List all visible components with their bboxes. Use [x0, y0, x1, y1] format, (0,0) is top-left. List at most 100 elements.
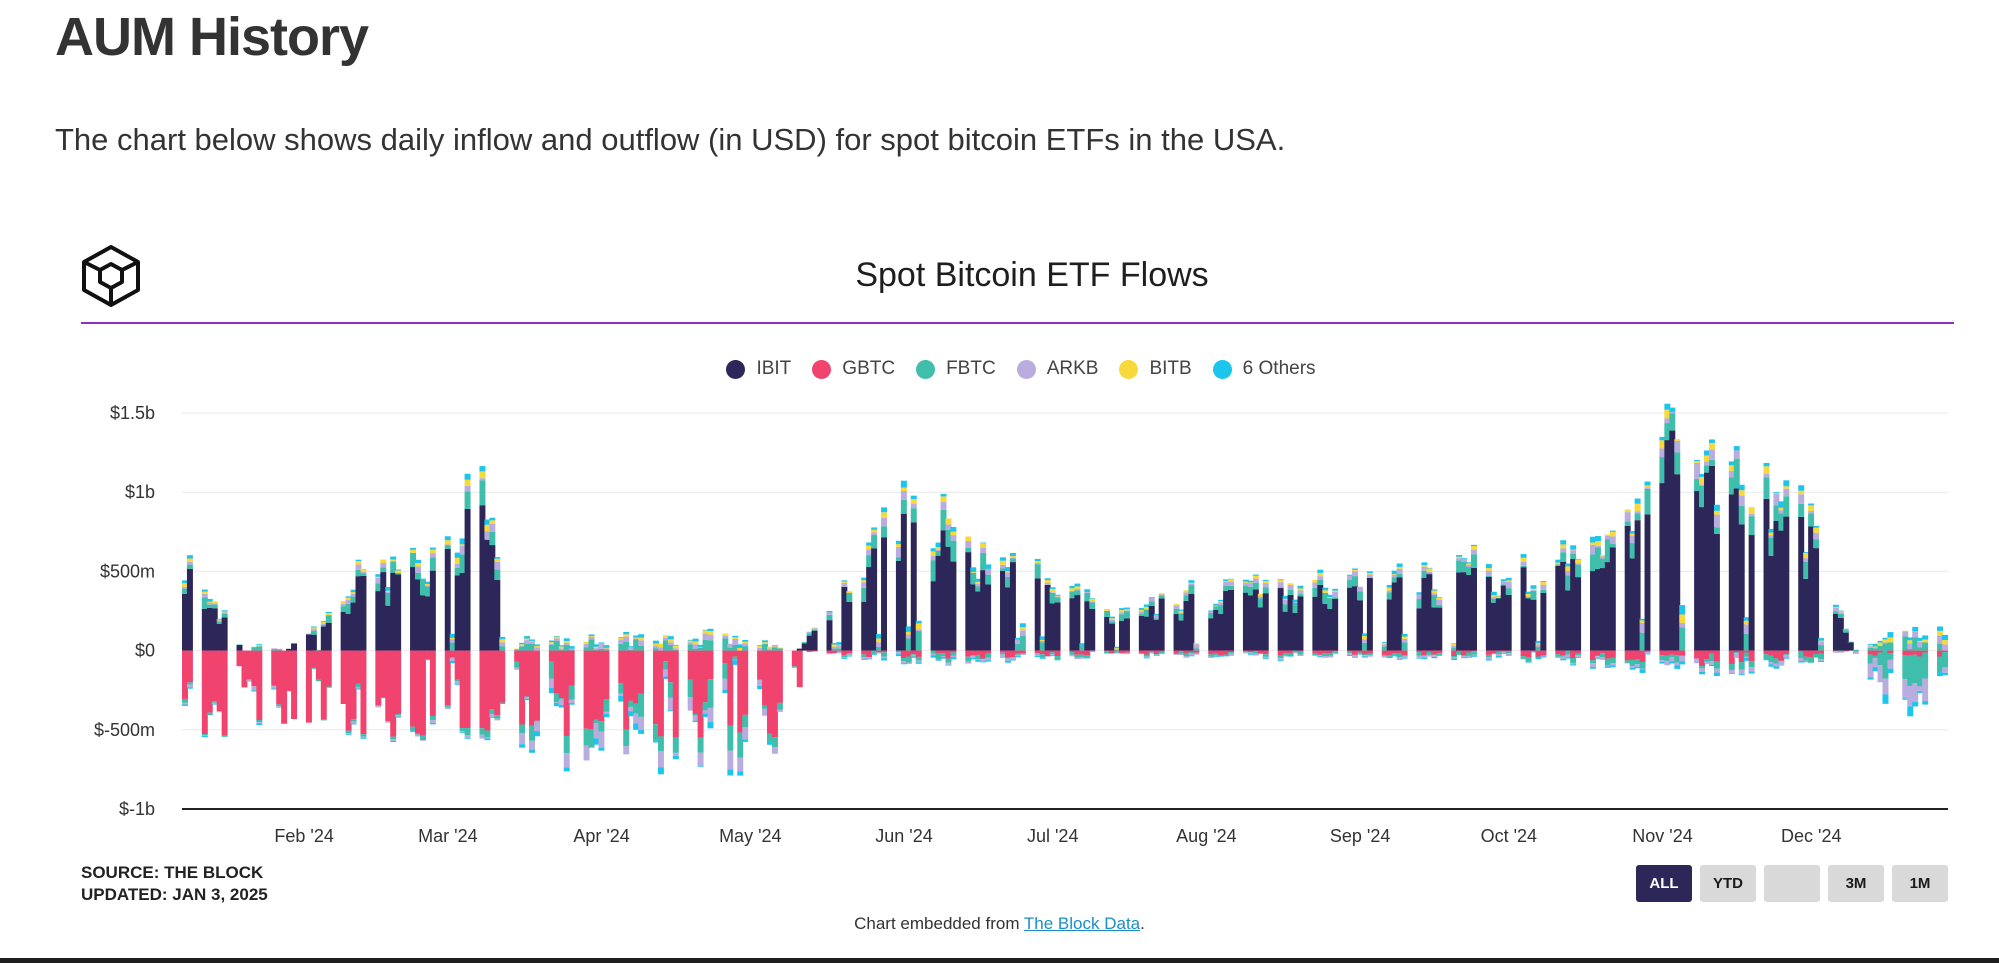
- bar-segment[interactable]: [563, 642, 570, 645]
- bar-segment[interactable]: [553, 638, 560, 641]
- bar-segment[interactable]: [320, 650, 327, 720]
- bar-segment[interactable]: [737, 757, 744, 772]
- bar-segment[interactable]: [1158, 653, 1165, 655]
- bar-segment[interactable]: [1084, 591, 1091, 593]
- bar-segment[interactable]: [350, 602, 357, 651]
- bar-segment[interactable]: [767, 650, 773, 651]
- legend-item[interactable]: BITB: [1119, 358, 1192, 380]
- bar-segment[interactable]: [1366, 653, 1373, 656]
- bar-segment[interactable]: [534, 646, 540, 648]
- bar-segment[interactable]: [345, 650, 352, 731]
- bar-segment[interactable]: [236, 644, 243, 646]
- bar-segment[interactable]: [697, 737, 704, 753]
- bar-segment[interactable]: [201, 593, 208, 598]
- bar-segment[interactable]: [1738, 490, 1745, 496]
- bar-segment[interactable]: [519, 642, 526, 645]
- bar-segment[interactable]: [1391, 577, 1398, 583]
- bar-segment[interactable]: [1570, 559, 1577, 651]
- bar-segment[interactable]: [1109, 652, 1116, 654]
- bar-segment[interactable]: [593, 738, 600, 745]
- bar-segment[interactable]: [558, 650, 565, 699]
- bar-segment[interactable]: [1540, 656, 1547, 658]
- bar-segment[interactable]: [895, 544, 902, 547]
- bar-segment[interactable]: [1247, 652, 1254, 653]
- bar-segment[interactable]: [970, 571, 977, 573]
- bar-segment[interactable]: [1505, 653, 1512, 656]
- bar-segment[interactable]: [1907, 685, 1914, 707]
- bar-segment[interactable]: [1228, 579, 1235, 582]
- bar-segment[interactable]: [881, 656, 888, 659]
- bar-segment[interactable]: [871, 529, 878, 533]
- bar-segment[interactable]: [742, 639, 749, 642]
- bar-segment[interactable]: [1609, 531, 1616, 537]
- bar-segment[interactable]: [1490, 602, 1497, 651]
- bar-segment[interactable]: [1590, 554, 1596, 572]
- bar-segment[interactable]: [211, 604, 218, 609]
- bar-segment[interactable]: [479, 466, 486, 472]
- bar-segment[interactable]: [1401, 633, 1408, 637]
- bar-segment[interactable]: [1119, 650, 1125, 654]
- bar-segment[interactable]: [985, 584, 992, 651]
- bar-segment[interactable]: [762, 640, 769, 643]
- bar-segment[interactable]: [940, 656, 947, 659]
- bar-segment[interactable]: [662, 669, 669, 677]
- bar-segment[interactable]: [1639, 620, 1646, 623]
- bar-segment[interactable]: [1109, 619, 1116, 622]
- bar-segment[interactable]: [1396, 657, 1403, 660]
- the-block-logo-icon[interactable]: [80, 244, 142, 308]
- bar-segment[interactable]: [801, 643, 808, 651]
- bar-segment[interactable]: [1109, 650, 1116, 653]
- bar-segment[interactable]: [1262, 593, 1269, 651]
- bar-segment[interactable]: [1937, 650, 1944, 657]
- bar-segment[interactable]: [831, 644, 838, 647]
- bar-segment[interactable]: [1386, 656, 1393, 659]
- bar-segment[interactable]: [568, 650, 575, 651]
- bar-segment[interactable]: [1317, 656, 1324, 658]
- bar-segment[interactable]: [836, 645, 843, 649]
- bar-segment[interactable]: [846, 655, 853, 657]
- bar-segment[interactable]: [1466, 574, 1473, 651]
- bar-segment[interactable]: [216, 620, 223, 622]
- bar-segment[interactable]: [1922, 635, 1929, 640]
- bar-segment[interactable]: [1451, 657, 1458, 659]
- bar-segment[interactable]: [1183, 590, 1190, 593]
- bar-segment[interactable]: [1535, 650, 1542, 657]
- bar-segment[interactable]: [1699, 668, 1706, 672]
- bar-segment[interactable]: [1322, 603, 1329, 651]
- bar-segment[interactable]: [935, 549, 942, 552]
- bar-segment[interactable]: [1416, 652, 1423, 656]
- bar-segment[interactable]: [1039, 639, 1046, 641]
- bar-segment[interactable]: [1867, 646, 1874, 648]
- bar-segment[interactable]: [1461, 572, 1468, 651]
- bar-segment[interactable]: [454, 679, 461, 682]
- bar-segment[interactable]: [350, 721, 357, 724]
- bar-segment[interactable]: [1530, 651, 1537, 653]
- bar-segment[interactable]: [1813, 548, 1820, 651]
- bar-segment[interactable]: [1183, 595, 1190, 601]
- bar-segment[interactable]: [568, 685, 575, 700]
- bar-segment[interactable]: [1262, 583, 1269, 588]
- bar-segment[interactable]: [1401, 656, 1408, 658]
- bar-segment[interactable]: [970, 657, 977, 660]
- bar-segment[interactable]: [1942, 667, 1948, 673]
- bar-segment[interactable]: [1808, 650, 1815, 657]
- bar-segment[interactable]: [975, 591, 982, 651]
- bar-segment[interactable]: [1079, 643, 1086, 647]
- bar-segment[interactable]: [459, 650, 466, 729]
- bar-segment[interactable]: [494, 579, 501, 651]
- bar-segment[interactable]: [1292, 650, 1299, 653]
- bar-segment[interactable]: [1213, 609, 1220, 651]
- bar-segment[interactable]: [568, 699, 575, 704]
- bar-segment[interactable]: [1074, 654, 1081, 658]
- bar-segment[interactable]: [256, 720, 263, 723]
- bar-segment[interactable]: [965, 541, 972, 548]
- bar-segment[interactable]: [1366, 574, 1373, 578]
- bar-segment[interactable]: [1352, 586, 1358, 651]
- bar-segment[interactable]: [548, 640, 555, 643]
- bar-segment[interactable]: [1937, 635, 1944, 644]
- bar-segment[interactable]: [1713, 672, 1720, 676]
- bar-segment[interactable]: [568, 703, 575, 705]
- bar-segment[interactable]: [1644, 488, 1651, 515]
- bar-segment[interactable]: [1708, 664, 1715, 667]
- bar-segment[interactable]: [424, 596, 431, 651]
